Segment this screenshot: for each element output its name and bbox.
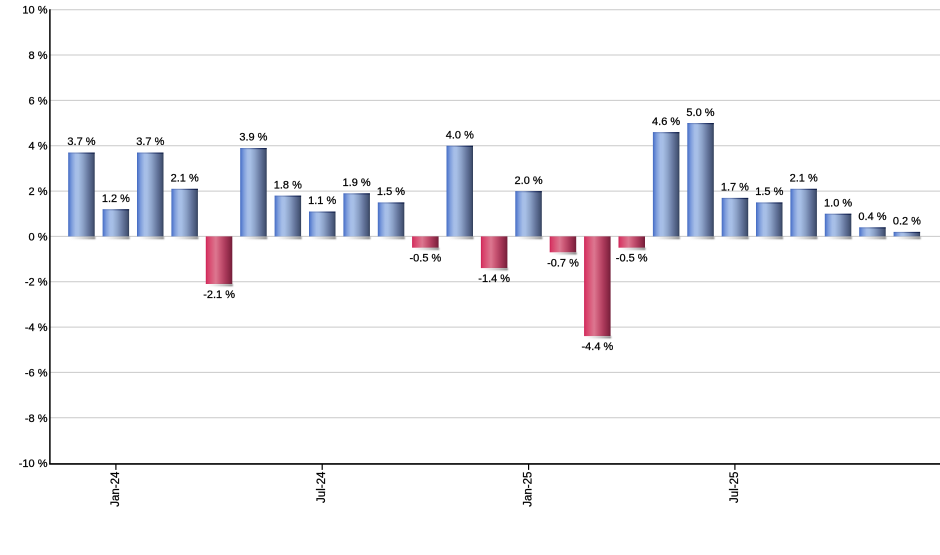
svg-text:3.7 %: 3.7 % xyxy=(136,136,164,148)
svg-text:1.2 %: 1.2 % xyxy=(102,193,130,205)
svg-text:-10 %: -10 % xyxy=(19,458,48,470)
svg-text:8 %: 8 % xyxy=(29,50,48,62)
svg-text:1.8 %: 1.8 % xyxy=(274,179,302,191)
svg-text:4 %: 4 % xyxy=(29,141,48,153)
svg-text:-8 %: -8 % xyxy=(25,413,48,425)
svg-text:1.7 %: 1.7 % xyxy=(721,182,749,194)
svg-text:4.6 %: 4.6 % xyxy=(652,116,680,128)
svg-text:-0.5 %: -0.5 % xyxy=(616,253,648,265)
svg-text:-2.1 %: -2.1 % xyxy=(203,289,235,301)
svg-text:3.7 %: 3.7 % xyxy=(67,136,95,148)
svg-text:6 %: 6 % xyxy=(29,95,48,107)
svg-text:-6 %: -6 % xyxy=(25,367,48,379)
svg-text:Jan-25: Jan-25 xyxy=(523,472,535,507)
svg-text:-2 %: -2 % xyxy=(25,277,48,289)
svg-text:-4.4 %: -4.4 % xyxy=(582,341,614,353)
svg-text:1.1 %: 1.1 % xyxy=(308,195,336,207)
svg-text:2 %: 2 % xyxy=(29,186,48,198)
svg-text:0.4 %: 0.4 % xyxy=(858,211,886,223)
svg-text:10 %: 10 % xyxy=(22,5,47,17)
svg-text:0.2 %: 0.2 % xyxy=(893,216,921,228)
svg-text:-0.7 %: -0.7 % xyxy=(547,257,579,269)
svg-text:1.5 %: 1.5 % xyxy=(377,186,405,198)
svg-text:2.0 %: 2.0 % xyxy=(515,175,543,187)
svg-text:Jul-24: Jul-24 xyxy=(316,471,328,503)
svg-text:Jan-24: Jan-24 xyxy=(110,471,122,507)
svg-text:1.5 %: 1.5 % xyxy=(755,186,783,198)
svg-text:1.9 %: 1.9 % xyxy=(343,177,371,189)
svg-text:2.1 %: 2.1 % xyxy=(171,173,199,185)
svg-text:-4 %: -4 % xyxy=(25,322,48,334)
svg-text:4.0 %: 4.0 % xyxy=(446,129,474,141)
svg-text:5.0 %: 5.0 % xyxy=(686,107,714,119)
svg-text:Jul-25: Jul-25 xyxy=(729,472,741,503)
svg-text:-0.5 %: -0.5 % xyxy=(410,253,442,265)
svg-text:0 %: 0 % xyxy=(29,231,48,243)
svg-text:2.1 %: 2.1 % xyxy=(790,173,818,185)
svg-text:1.0 %: 1.0 % xyxy=(824,197,852,209)
svg-text:3.9 %: 3.9 % xyxy=(239,132,267,144)
svg-text:-1.4 %: -1.4 % xyxy=(478,273,510,285)
